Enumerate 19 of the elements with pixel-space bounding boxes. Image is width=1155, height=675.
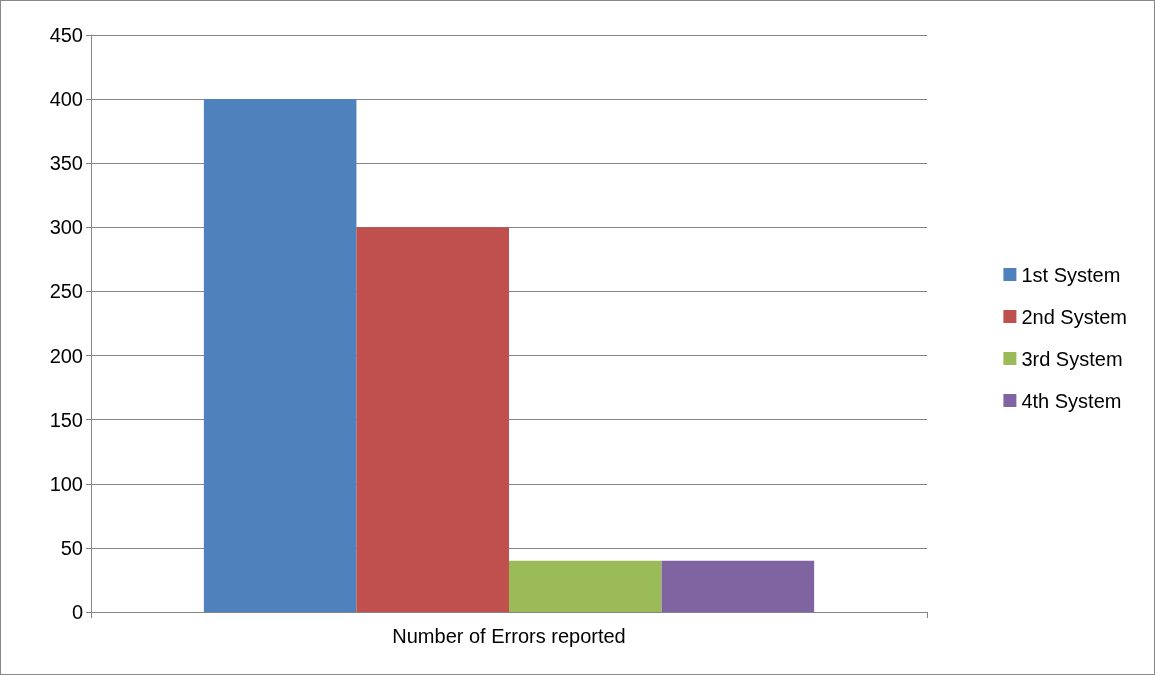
y-tick-label: 100 [49,472,83,495]
y-tick-label: 0 [71,601,83,623]
legend-label: 1st System [1021,263,1121,286]
y-tick-label: 350 [49,152,83,175]
y-tick-label: 300 [49,216,83,239]
legend-label: 3rd System [1021,347,1123,370]
y-tick-label: 250 [49,280,83,303]
bar [356,227,509,612]
y-tick-label: 200 [49,344,83,367]
y-tick-label: 150 [49,408,83,431]
legend-label: 2nd System [1021,305,1127,328]
bar [661,560,815,612]
x-tick-label: Number of Errors reported [392,625,626,647]
y-tick-label: 400 [49,88,83,111]
bar [203,99,357,612]
bar [509,560,662,612]
legend-label: 4th System [1021,389,1122,412]
y-tick-label: 50 [60,536,83,559]
y-tick-label: 450 [49,24,83,46]
